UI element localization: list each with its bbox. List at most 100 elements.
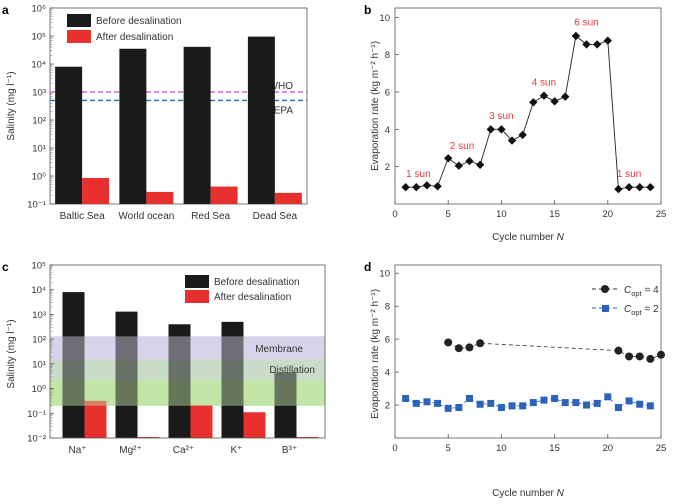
band-labels-c: Membrane Distillation [255, 344, 315, 376]
annotation-b: 3 sun [489, 111, 513, 122]
data-point-copt2 [614, 404, 622, 412]
reference-lines-a: WHO EPA [50, 81, 307, 116]
panel-label-c: c [2, 260, 9, 274]
bar-before [55, 66, 83, 205]
data-point-copt4 [646, 354, 655, 363]
x-tick-label: 15 [549, 443, 560, 454]
category-label-c: B³⁺ [282, 445, 297, 456]
legend-marker-copt2 [602, 305, 609, 312]
x-tick-label: 5 [446, 209, 451, 220]
data-point-copt2 [572, 399, 580, 407]
x-tick-label: 10 [496, 209, 507, 220]
data-point-copt2 [551, 394, 559, 402]
data-point-copt2 [465, 394, 473, 402]
y-tick-label-a: 10⁵ [31, 32, 46, 43]
y-tick-label-c: 10³ [32, 310, 46, 321]
plot-frame [394, 7, 662, 205]
band-label-membrane: Membrane [255, 344, 303, 355]
data-point-b [592, 40, 602, 49]
data-point-b [582, 40, 591, 49]
bar-before-c [274, 372, 297, 438]
data-point-copt2 [529, 399, 537, 407]
y-tick-label: 2 [385, 162, 390, 173]
who-label: WHO [269, 81, 294, 92]
bar-after-c [296, 436, 319, 438]
bar-before [183, 46, 211, 204]
panel-d: d 0 5 10 15 20 25 2 4 6 8 10 Copt = 4 Copt = 2 Eva… [364, 260, 666, 499]
bar-after [146, 191, 174, 204]
band-overlay-c [50, 336, 325, 360]
band-overlay-c [50, 359, 325, 381]
x-tick-label: 0 [392, 443, 397, 454]
data-point-copt2 [487, 399, 495, 407]
data-point-b [529, 98, 538, 107]
data-point-b [561, 92, 570, 101]
bar-after-c [190, 405, 213, 438]
bar-before-c [168, 324, 191, 438]
data-point-copt2 [434, 399, 442, 407]
data-point-copt4 [657, 350, 665, 359]
plot-frame-a [49, 7, 308, 205]
data-point-copt2 [646, 402, 654, 410]
data-point-copt2 [497, 404, 505, 412]
category-label-a: Baltic Sea [60, 211, 105, 222]
data-point-copt2 [519, 402, 527, 410]
epa-label: EPA [274, 105, 294, 116]
panel-b: b 0 5 10 15 20 25 2 4 6 8 10 1 sun 2 sun 3 sun 4 sun 6… [364, 3, 666, 243]
x-tick-label: 15 [549, 209, 560, 220]
y-tick-label: 10 [379, 269, 390, 280]
y-tick-label: 6 [385, 335, 390, 346]
y-tick-label-a: 10⁶ [32, 4, 47, 15]
data-point-copt2 [444, 404, 452, 412]
band-overlay-c [50, 380, 325, 406]
series-markers-d [402, 338, 665, 412]
x-tick-label: 0 [392, 209, 397, 220]
data-point-b [624, 183, 634, 192]
annotations-b: 1 sun 2 sun 3 sun 4 sun 6 sun 1 sun [406, 18, 641, 180]
panel-label-b: b [364, 3, 371, 17]
x-tick-label: 25 [656, 209, 667, 220]
data-point-b [454, 161, 464, 170]
bar-after-c [84, 400, 107, 438]
data-point-copt2 [455, 404, 463, 412]
axes-d: 0 5 10 15 20 25 2 4 6 8 10 [379, 264, 667, 454]
axes-b: 0 5 10 15 20 25 2 4 6 8 10 [379, 7, 667, 220]
data-point-b [539, 91, 549, 100]
legend-label-after-c: After desalination [214, 292, 291, 303]
annotation-b: 2 sun [450, 141, 474, 152]
data-point-b [422, 181, 432, 190]
data-point-copt2 [540, 396, 548, 404]
category-label-a: Red Sea [191, 211, 230, 222]
x-axis-label-b: Cycle number N [492, 232, 564, 243]
legend-swatch-after [67, 30, 91, 43]
series-line-copt2 [405, 396, 651, 409]
bar-before-c [115, 311, 138, 438]
y-tick-label-c: 10⁰ [32, 384, 47, 395]
x-tick-label: 25 [656, 443, 667, 454]
data-point-copt4 [444, 338, 453, 347]
data-point-copt2 [625, 397, 633, 405]
data-point-copt2 [508, 402, 516, 410]
y-tick-label: 10 [379, 13, 390, 24]
annotation-b: 4 sun [532, 77, 556, 88]
legend-label-copt2: Copt = 2 [624, 304, 659, 317]
legend-d: Copt = 4 Copt = 2 [592, 285, 659, 317]
bar-before [247, 36, 275, 205]
annotation-b: 6 sun [574, 18, 598, 29]
y-tick-label-a: 10² [32, 116, 46, 127]
data-point-b [444, 154, 453, 163]
data-point-b [497, 125, 506, 134]
data-point-b [550, 97, 559, 106]
data-point-copt2 [561, 399, 569, 407]
legend-label-before-c: Before desalination [214, 277, 300, 288]
y-tick-label-a: 10⁴ [31, 60, 46, 71]
x-tick-label: 20 [603, 209, 614, 220]
panel-a: a 10⁻¹ 10⁰ 10¹ 10² 10³ 10⁴ 10⁵ 10⁶ WHO EPA Balt… [2, 3, 308, 222]
category-label-a: World ocean [118, 211, 174, 222]
annotation-b: 1 sun [406, 169, 430, 180]
bar-before-c [221, 321, 244, 438]
y-tick-label: 6 [385, 88, 390, 99]
y-tick-label-c: 10² [32, 335, 46, 346]
data-point-copt4 [625, 352, 634, 361]
